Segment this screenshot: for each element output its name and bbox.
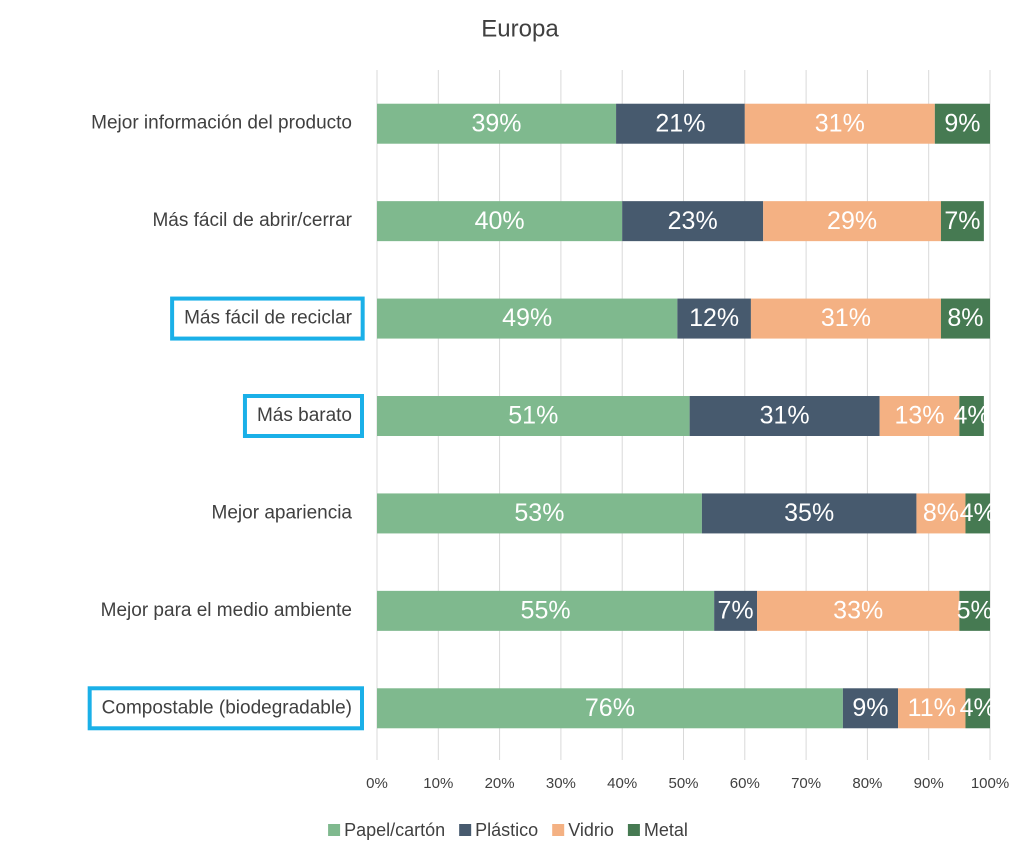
data-label: 31% — [821, 304, 871, 332]
data-label: 7% — [718, 596, 754, 624]
bar-segment — [616, 103, 745, 144]
data-label: 13% — [894, 402, 944, 430]
bar-segment — [377, 201, 623, 242]
bar-segment — [898, 688, 966, 729]
legend-swatch — [328, 824, 341, 836]
data-label: 8% — [923, 499, 959, 527]
bar-segment — [377, 493, 702, 534]
bar-segment — [689, 396, 880, 436]
data-label: 9% — [944, 109, 980, 137]
data-label: 12% — [689, 304, 739, 332]
data-label: 39% — [472, 109, 522, 137]
bar-segment — [940, 298, 990, 339]
x-tick-label: 80% — [852, 775, 882, 792]
category-label: Mejor información del producto — [91, 113, 352, 134]
data-label: 29% — [827, 207, 877, 235]
bar-segment — [763, 201, 941, 242]
category-label: Compostable (biodegradable) — [102, 697, 352, 718]
data-label: 31% — [815, 109, 865, 137]
x-tick-label: 20% — [485, 775, 515, 792]
data-label: 76% — [585, 694, 635, 722]
data-label: 49% — [502, 304, 552, 332]
bar-segment — [377, 396, 690, 436]
data-label: 21% — [655, 109, 705, 137]
data-label: 33% — [833, 596, 883, 624]
highlight-box — [87, 686, 364, 731]
data-label: 55% — [521, 596, 571, 624]
data-label: 11% — [908, 694, 956, 722]
x-tick-label: 50% — [668, 775, 698, 792]
x-tick-label: 40% — [607, 775, 637, 792]
legend-label: Metal — [644, 820, 688, 840]
legend-swatch — [627, 824, 640, 836]
data-label: 35% — [784, 499, 834, 527]
bar-segment — [377, 103, 617, 144]
data-label: 23% — [668, 207, 718, 235]
x-tick-label: 30% — [546, 775, 576, 792]
legend-label: Vidrio — [568, 820, 614, 840]
bar-segment — [622, 201, 764, 242]
data-label: 53% — [514, 499, 564, 527]
bar-segment — [377, 590, 715, 631]
category-label: Más fácil de abrir/cerrar — [152, 210, 352, 231]
bar-segment — [916, 493, 966, 534]
legend-swatch — [552, 824, 565, 836]
bar-segment — [677, 298, 751, 339]
data-label: 4% — [960, 694, 996, 722]
category-label: Más barato — [257, 405, 352, 426]
highlight-box — [242, 394, 364, 438]
data-label: 7% — [944, 207, 980, 235]
bar-segment — [959, 590, 990, 631]
bar-segment — [842, 688, 899, 729]
data-label: 4% — [960, 499, 996, 527]
bar-segment — [750, 298, 941, 339]
data-label: 8% — [947, 304, 983, 332]
chart-title: Europa — [481, 15, 559, 42]
x-tick-label: 60% — [730, 775, 760, 792]
bar-segment — [757, 590, 960, 631]
legend-label: Papel/cartón — [344, 820, 445, 840]
legend-label: Plástico — [475, 820, 538, 840]
data-label: 51% — [508, 402, 558, 430]
highlight-box — [170, 296, 365, 341]
bar-segment — [879, 396, 960, 436]
x-tick-label: 90% — [914, 775, 944, 792]
data-label: 9% — [852, 694, 888, 722]
bar-segment — [965, 493, 990, 534]
bar-segment — [940, 201, 984, 242]
data-label: 5% — [957, 596, 993, 624]
category-label: Mejor apariencia — [212, 502, 353, 523]
data-label: 31% — [760, 402, 810, 430]
bar-segment — [959, 396, 984, 436]
data-label: 4% — [954, 402, 990, 430]
data-label: 40% — [475, 207, 525, 235]
bar-segment — [965, 688, 990, 729]
category-label: Más fácil de reciclar — [184, 308, 353, 329]
bar-segment — [714, 590, 758, 631]
category-label: Mejor para el medio ambiente — [101, 600, 352, 621]
bar-segment — [377, 298, 678, 339]
bar-segment — [744, 103, 935, 144]
bar-segment — [934, 103, 990, 144]
x-tick-label: 100% — [971, 775, 1009, 792]
bar-segment — [701, 493, 917, 534]
x-tick-label: 10% — [423, 775, 453, 792]
bar-segment — [377, 688, 843, 729]
x-tick-label: 0% — [366, 775, 388, 792]
x-tick-label: 70% — [791, 775, 821, 792]
legend-swatch — [459, 824, 472, 836]
